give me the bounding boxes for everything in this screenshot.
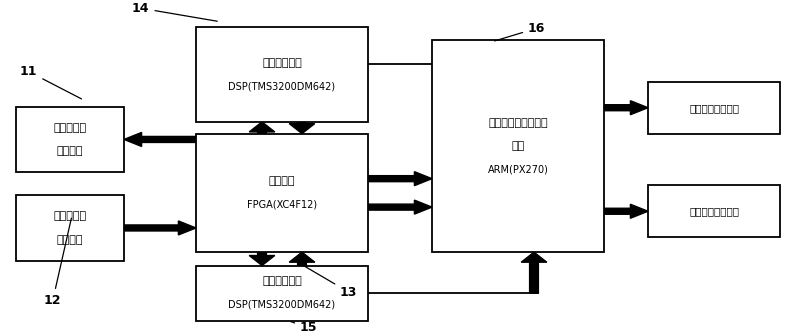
FancyArrow shape <box>522 252 547 293</box>
FancyArrow shape <box>604 101 648 115</box>
Bar <box>648 185 780 237</box>
Text: 驱动芯片: 驱动芯片 <box>57 146 83 156</box>
FancyArrow shape <box>124 221 196 235</box>
Bar <box>432 40 604 252</box>
Bar <box>196 266 368 321</box>
Text: 13: 13 <box>294 260 358 299</box>
Text: DSP(TMS3200DM642): DSP(TMS3200DM642) <box>229 81 335 91</box>
FancyArrow shape <box>249 252 275 266</box>
Text: ARM(PX270): ARM(PX270) <box>487 165 549 174</box>
Text: 强度信息输出接口: 强度信息输出接口 <box>689 103 739 113</box>
Text: DSP(TMS3200DM642): DSP(TMS3200DM642) <box>229 300 335 310</box>
Bar <box>16 107 124 172</box>
FancyArrow shape <box>124 132 196 146</box>
Text: 距高信息输出接口: 距高信息输出接口 <box>689 206 739 216</box>
Bar <box>16 195 124 261</box>
FancyArrow shape <box>249 122 275 134</box>
FancyArrow shape <box>290 122 315 134</box>
Bar <box>648 82 780 134</box>
FancyArrow shape <box>506 40 531 64</box>
Text: 16: 16 <box>494 22 546 41</box>
FancyArrow shape <box>368 200 432 214</box>
Text: 11: 11 <box>20 65 82 99</box>
Text: 芯片: 芯片 <box>511 141 525 151</box>
Text: FPGA(XC4F12): FPGA(XC4F12) <box>247 200 317 209</box>
Text: 红外传感器: 红外传感器 <box>54 123 86 133</box>
Text: 15: 15 <box>290 321 318 334</box>
FancyArrow shape <box>604 204 648 218</box>
Text: 图像计算芯片: 图像计算芯片 <box>262 277 302 286</box>
Text: 信号输出: 信号输出 <box>57 235 83 244</box>
Text: 12: 12 <box>44 218 71 307</box>
Text: 14: 14 <box>132 2 218 21</box>
Text: 主控芯片: 主控芯片 <box>269 176 295 186</box>
Bar <box>196 134 368 252</box>
Bar <box>196 27 368 122</box>
FancyArrow shape <box>368 172 432 186</box>
Text: 图像显示和人机交互: 图像显示和人机交互 <box>488 118 548 128</box>
FancyArrow shape <box>290 252 315 266</box>
Text: 图像复原芯片: 图像复原芯片 <box>262 58 302 67</box>
Text: 红外传感器: 红外传感器 <box>54 211 86 221</box>
